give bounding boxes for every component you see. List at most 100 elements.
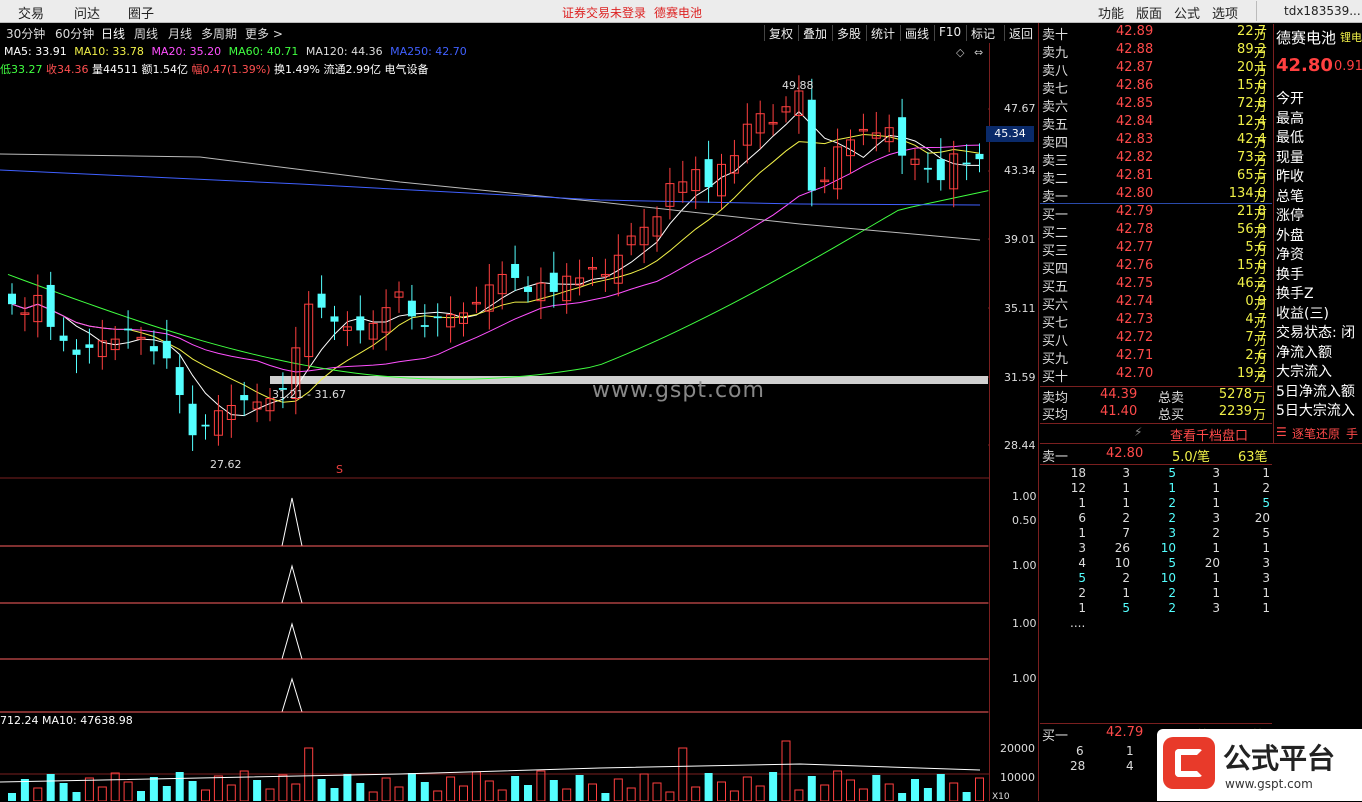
collapse-icon[interactable]: ⇔ [974,46,984,59]
level-unit: 万 [1254,334,1268,349]
quote-change: 0.91 [1334,59,1362,74]
buy-level-row[interactable]: 买九 42.71 2.6 万 [1040,348,1272,367]
btn-f10[interactable]: F10 [934,25,961,41]
level-volume: 0.9 [1245,294,1266,309]
menu-formula[interactable]: 公式 [1174,7,1201,22]
axis-divider [989,43,990,801]
level-volume: 21.8 [1237,204,1266,219]
buy-level-row[interactable]: 买一 42.79 21.8 万 [1040,204,1272,223]
sell-level-row[interactable]: 卖五 42.84 12.4 万 [1040,114,1272,133]
period-30min[interactable]: 30分钟 [6,27,46,41]
tick-reset-link[interactable]: 逐笔还原 [1292,427,1341,441]
btn-adjust[interactable]: 复权 [764,25,793,41]
btn-draw[interactable]: 画线 [900,25,929,41]
level-volume: 46.2 [1237,276,1266,291]
btn-back[interactable]: 返回 [1004,25,1033,41]
volume-bar [46,774,55,801]
menu-wenda[interactable]: 问达 [74,7,101,22]
sell-level-row[interactable]: 卖二 42.81 65.5 万 [1040,168,1272,187]
candle-body [846,139,855,157]
signal-spike [281,622,303,660]
queue-cell: 5 [1168,556,1176,570]
candle-body [407,300,416,317]
queue-cell: 10 [1114,556,1130,570]
menu-options[interactable]: 选项 [1212,7,1239,22]
queue-cell: 2 [1122,571,1130,585]
volume-legend: 712.24 MA10: 47638.98 [0,714,133,727]
queue-cell: 20 [1204,556,1220,570]
candle-body [213,410,223,436]
volume-bar [368,791,378,801]
level-unit: 万 [1254,370,1268,385]
sell-level-row[interactable]: 卖八 42.87 20.1 万 [1040,60,1272,79]
high-label: 49.88 [782,79,814,92]
buy-level-row[interactable]: 买十 42.70 19.2 万 [1040,366,1272,385]
buy-level-row[interactable]: 买五 42.75 46.2 万 [1040,276,1272,295]
candle-body [85,344,94,348]
sell-level-row[interactable]: 卖十 42.89 22.7 万 [1040,24,1272,43]
period-multi[interactable]: 多周期 [201,27,238,41]
hand-link[interactable]: 手 [1346,427,1359,441]
level-price: 42.78 [1116,222,1154,237]
queue-cell: 5 [1168,466,1176,480]
period-daily[interactable]: 日线 [101,27,126,41]
view-depth-link[interactable]: 查看千档盘口 [1170,429,1249,444]
level-unit: 万 [1254,208,1268,223]
sell-level-row[interactable]: 卖一 42.80 134.0 万 [1040,186,1272,205]
level-unit: 万 [1254,82,1268,97]
menu-layout[interactable]: 版面 [1136,7,1163,22]
kline-chart[interactable] [0,62,990,801]
quote-price: 42.80 [1276,55,1333,76]
volume-bar [84,777,94,801]
buy-level-row[interactable]: 买二 42.78 56.9 万 [1040,222,1272,241]
sell-level-row[interactable]: 卖六 42.85 72.8 万 [1040,96,1272,115]
period-weekly[interactable]: 周线 [134,27,159,41]
level-label: 买二 [1042,226,1069,241]
candle-body [549,272,558,292]
menu-trade[interactable]: 交易 [18,7,45,22]
buy-level-row[interactable]: 买七 42.73 4.7 万 [1040,312,1272,331]
queue-buy-cell: 28 [1070,759,1086,773]
sell-level-row[interactable]: 卖九 42.88 89.2 万 [1040,42,1272,61]
menu-function[interactable]: 功能 [1098,7,1125,22]
period-monthly[interactable]: 月线 [168,27,193,41]
buy-level-row[interactable]: 买四 42.76 15.0 万 [1040,258,1272,277]
sell-level-row[interactable]: 卖三 42.82 73.2 万 [1040,150,1272,169]
candle-body [330,316,339,322]
queue-cell: 5 [1122,601,1130,615]
queue-cell: 1 [1122,496,1130,510]
user-account[interactable]: tdx183539... [1284,4,1361,18]
btn-stats[interactable]: 统计 [866,25,895,41]
candle-body [394,291,404,298]
queue-cell: 1 [1078,526,1086,540]
sell-level-row[interactable]: 卖七 42.86 15.0 万 [1040,78,1272,97]
vol-tick: X10 [992,792,1010,802]
btn-multi-stock[interactable]: 多股 [832,25,861,41]
btn-mark[interactable]: 标记 [966,25,995,41]
period-60min[interactable]: 60分钟 [55,27,95,41]
level-label: 买一 [1042,208,1069,223]
diamond-icon[interactable]: ◇ [956,46,965,59]
buy-level-row[interactable]: 买三 42.77 5.6 万 [1040,240,1272,259]
quote-field-label: 5日净流入额 [1276,383,1355,400]
login-notice[interactable]: 证券交易未登录 [562,6,647,20]
volume-bars [0,740,984,801]
candle-body [33,294,43,323]
menu-circle[interactable]: 圈子 [128,7,155,22]
level-unit: 万 [1254,100,1268,115]
price-tick: 47.67 [1004,102,1036,115]
period-more[interactable]: 更多 > [245,27,283,41]
level-price: 42.73 [1116,312,1154,327]
level-price: 42.82 [1116,150,1154,165]
level-label: 买十 [1042,370,1069,385]
quote-field-label: 现量 [1276,149,1304,166]
level-price: 42.74 [1116,294,1154,309]
candle-body [781,106,791,113]
volume-bar [291,783,301,801]
reset-icon[interactable]: ☰ [1276,425,1287,439]
buy-level-row[interactable]: 买八 42.72 7.7 万 [1040,330,1272,349]
sell-level-row[interactable]: 卖四 42.83 42.4 万 [1040,132,1272,151]
buy-level-row[interactable]: 买六 42.74 0.9 万 [1040,294,1272,313]
btn-overlay[interactable]: 叠加 [798,25,827,41]
queue-cell: 3 [1122,466,1130,480]
